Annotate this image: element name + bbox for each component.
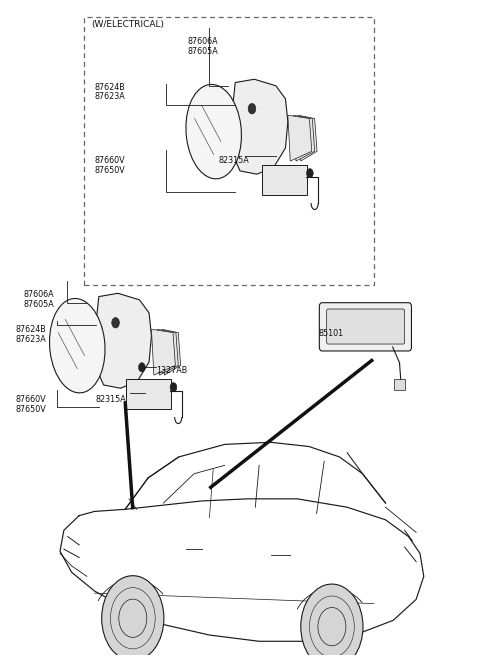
Text: 87623A: 87623A [94,92,125,101]
FancyBboxPatch shape [262,165,307,195]
Polygon shape [299,115,317,161]
Text: 82315A: 82315A [96,396,126,405]
Text: 1327AB: 1327AB [156,366,188,375]
Polygon shape [162,329,180,375]
Text: 87606A: 87606A [24,290,54,299]
Text: 87660V: 87660V [15,396,46,405]
Text: 87605A: 87605A [24,300,54,309]
Polygon shape [288,115,312,161]
Polygon shape [152,329,175,375]
FancyBboxPatch shape [126,379,170,409]
Text: 87606A: 87606A [187,37,218,46]
Text: 87605A: 87605A [187,47,218,56]
FancyBboxPatch shape [395,379,406,390]
Circle shape [102,576,164,656]
Circle shape [301,584,363,656]
Text: 87650V: 87650V [15,405,46,414]
Circle shape [307,169,313,178]
Polygon shape [94,293,152,388]
Circle shape [112,318,120,328]
Ellipse shape [186,85,241,179]
Text: 85101: 85101 [319,329,344,338]
Text: 82315A: 82315A [218,157,249,165]
Ellipse shape [49,298,105,393]
Text: 87660V: 87660V [94,157,125,165]
Text: 87623A: 87623A [15,335,46,344]
FancyBboxPatch shape [327,309,405,344]
Text: 87650V: 87650V [94,167,125,175]
Polygon shape [230,79,288,174]
Polygon shape [157,329,178,375]
FancyBboxPatch shape [319,302,411,351]
Circle shape [170,382,177,392]
Circle shape [248,104,256,114]
Text: (W/ELECTRICAL): (W/ELECTRICAL) [92,20,165,30]
Bar [84,17,374,285]
Circle shape [139,363,145,372]
Text: 87624B: 87624B [94,83,125,92]
Polygon shape [294,115,315,161]
Text: 87624B: 87624B [15,325,46,334]
